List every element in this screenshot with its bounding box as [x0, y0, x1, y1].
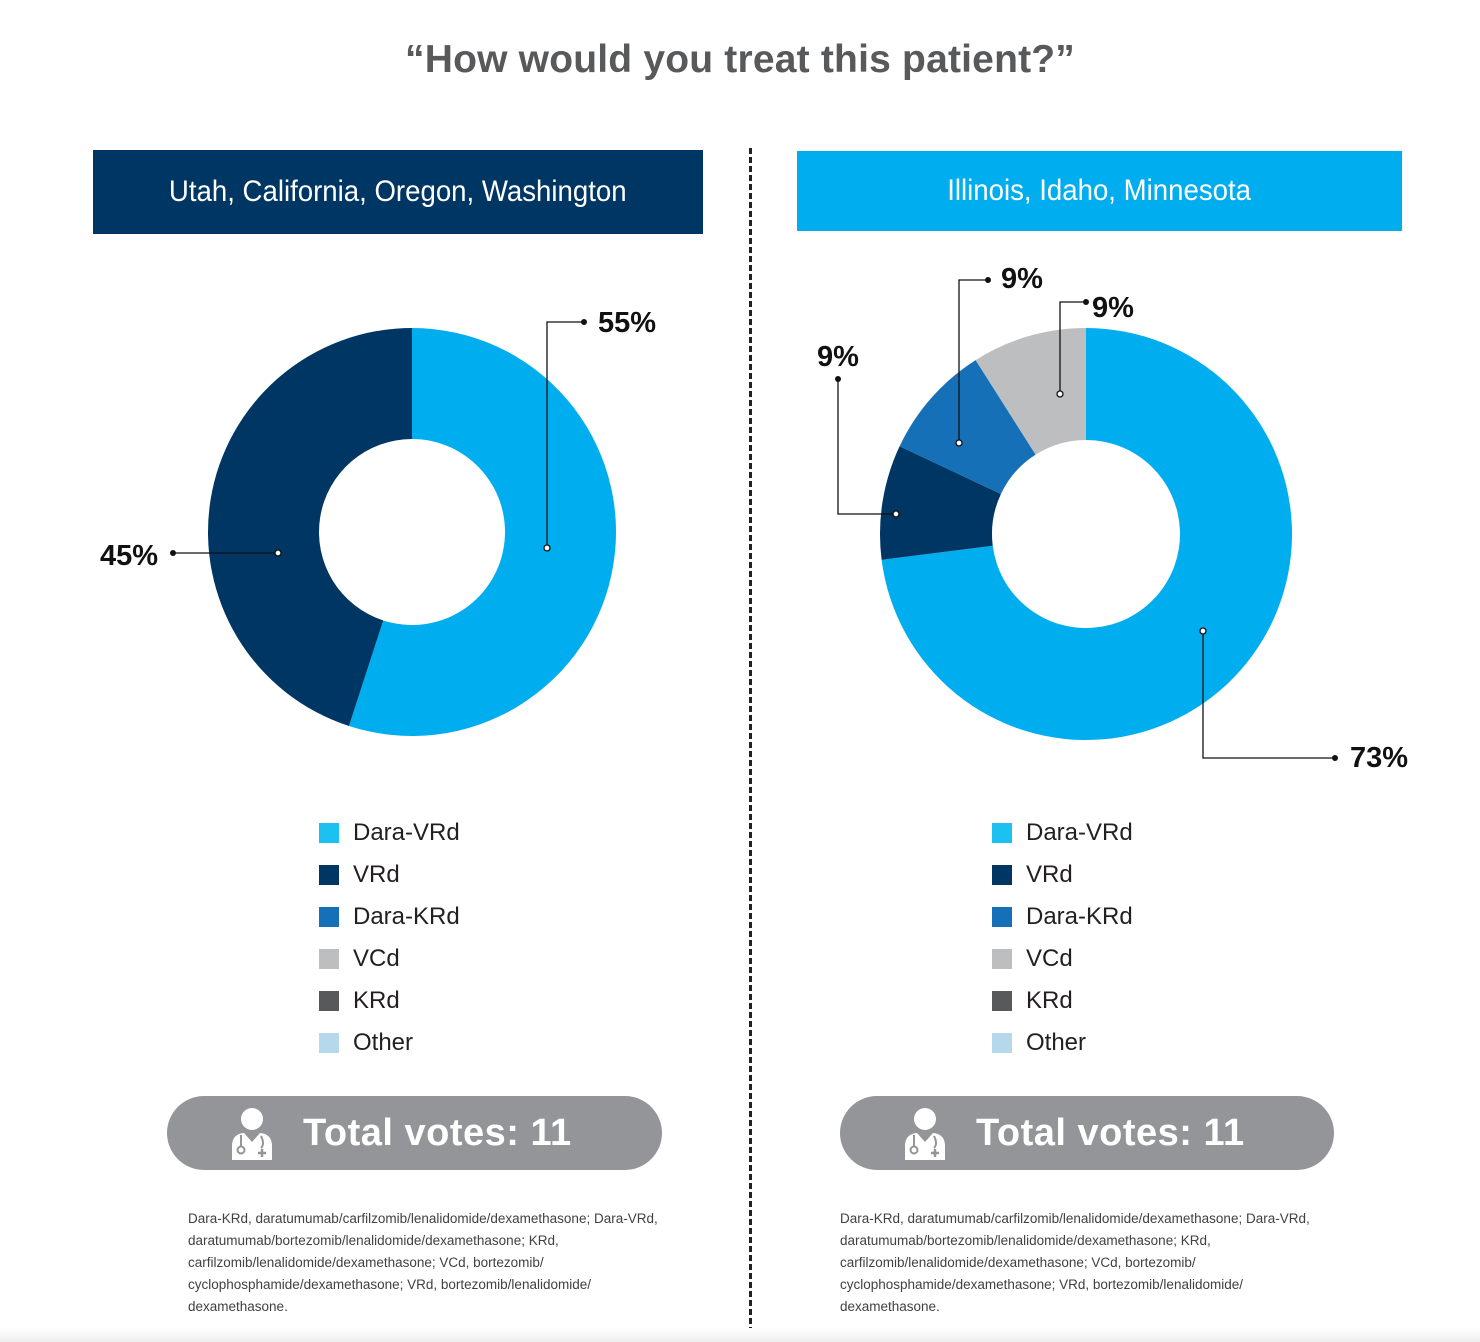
legend-label: Dara-KRd — [353, 903, 460, 930]
donut-slice-vrd — [880, 446, 1001, 560]
legend-swatch — [992, 823, 1012, 843]
legend-swatch — [319, 823, 339, 843]
callout-end-dot — [835, 376, 841, 382]
legend-label: VCd — [353, 945, 400, 972]
dashed-divider — [749, 148, 752, 1342]
slice-value-label: 9% — [1001, 263, 1043, 295]
legend-label: Other — [353, 1029, 414, 1056]
legend-label: KRd — [353, 987, 400, 1014]
bottom-strip — [0, 1328, 1480, 1342]
legend-item-dara-krd: Dara-KRd — [992, 896, 1133, 938]
footnote-left: Dara-KRd, daratumumab/carfilzomib/lenali… — [188, 1211, 658, 1314]
donut-slice-dara-vrd — [348, 328, 616, 736]
doctor-icon — [232, 1108, 272, 1160]
legend-item-dara-vrd: Dara-VRd — [319, 812, 460, 854]
region-header-left: Utah, California, Oregon, Washington — [93, 150, 703, 234]
region-header-right: Illinois, Idaho, Minnesota — [797, 151, 1402, 231]
legend-swatch — [992, 907, 1012, 927]
legend-label: VRd — [1026, 861, 1073, 888]
legend-item-vrd: VRd — [992, 854, 1133, 896]
slice-value-label: 45% — [100, 540, 158, 572]
legend-swatch — [992, 991, 1012, 1011]
legend-item-vcd: VCd — [992, 938, 1133, 980]
callout-leader-line — [1059, 301, 1086, 394]
legend-item-dara-vrd: Dara-VRd — [992, 812, 1133, 854]
slice-value-label: 73% — [1350, 742, 1408, 774]
total-votes-text-right: Total votes: 11 — [976, 1111, 1245, 1154]
callout-leader-line — [1202, 631, 1335, 759]
panel-right: Illinois, Idaho, Minnesota 73% 9% 9% 9% Dar… — [740, 0, 1480, 1342]
callout-end-dot — [1083, 299, 1089, 305]
callout-anchor-dot — [1199, 627, 1207, 635]
legend-swatch — [319, 1033, 339, 1053]
donut-chart-left: 55% 45% — [100, 307, 656, 736]
callout-anchor-dot — [892, 510, 900, 518]
donut-slice-dara-krd — [899, 360, 1036, 494]
total-votes-badge-right: Total votes: 11 — [840, 1096, 1334, 1170]
legend-item-other: Other — [992, 1022, 1133, 1064]
legend-left: Dara-VRd VRd Dara-KRd VCd KRd Other — [319, 812, 460, 1064]
legend-label: Dara-VRd — [1026, 819, 1133, 846]
doctor-icon — [905, 1108, 945, 1160]
legend-label: Dara-KRd — [1026, 903, 1133, 930]
legend-label: Other — [1026, 1029, 1087, 1056]
legend-swatch — [992, 949, 1012, 969]
callout-anchor-dot — [543, 544, 551, 552]
donut-slice-dara-vrd — [881, 328, 1292, 740]
legend-label: VRd — [353, 861, 400, 888]
legend-label: KRd — [1026, 987, 1073, 1014]
callout-leader-line — [958, 279, 988, 443]
legend-item-krd: KRd — [319, 980, 460, 1022]
donut-slice-vrd — [208, 328, 412, 727]
legend-swatch — [319, 949, 339, 969]
legend-swatch — [319, 907, 339, 927]
callout-end-dot — [581, 319, 587, 325]
callout-anchor-dot — [1056, 390, 1064, 398]
legend-swatch — [319, 991, 339, 1011]
legend-swatch — [992, 1033, 1012, 1053]
donut-chart-right: 73% 9% 9% 9% — [817, 263, 1408, 774]
total-votes-text-left: Total votes: 11 — [303, 1111, 572, 1154]
legend-item-vrd: VRd — [319, 854, 460, 896]
legend-swatch — [992, 865, 1012, 885]
callout-anchor-dot — [955, 439, 963, 447]
callout-anchor-dot — [274, 549, 282, 557]
panel-left: Utah, California, Oregon, Washington 55%… — [93, 150, 703, 1314]
legend-label: VCd — [1026, 945, 1073, 972]
callout-end-dot — [170, 550, 176, 556]
legend-swatch — [319, 865, 339, 885]
page-title: “How would you treat this patient?” — [405, 38, 1075, 81]
legend-label: Dara-VRd — [353, 819, 460, 846]
total-votes-badge-left: Total votes: 11 — [167, 1096, 662, 1170]
slice-value-label: 9% — [817, 341, 859, 373]
region-header-right-text: Illinois, Idaho, Minnesota — [947, 174, 1252, 207]
legend-item-other: Other — [319, 1022, 460, 1064]
donut-slice-vcd — [975, 328, 1086, 455]
legend-item-dara-krd: Dara-KRd — [319, 896, 460, 938]
legend-item-vcd: VCd — [319, 938, 460, 980]
legend-right: Dara-VRd VRd Dara-KRd VCd KRd Other — [992, 812, 1133, 1064]
footnote-right: Dara-KRd, daratumumab/carfilzomib/lenali… — [840, 1211, 1310, 1314]
callout-end-dot — [1332, 755, 1338, 761]
callout-end-dot — [985, 277, 991, 283]
slice-value-label: 9% — [1092, 292, 1134, 324]
callout-leader-line — [546, 321, 584, 548]
region-header-left-text: Utah, California, Oregon, Washington — [169, 175, 627, 208]
callout-leader-line — [837, 379, 896, 515]
slice-value-label: 55% — [598, 307, 656, 339]
legend-item-krd: KRd — [992, 980, 1133, 1022]
